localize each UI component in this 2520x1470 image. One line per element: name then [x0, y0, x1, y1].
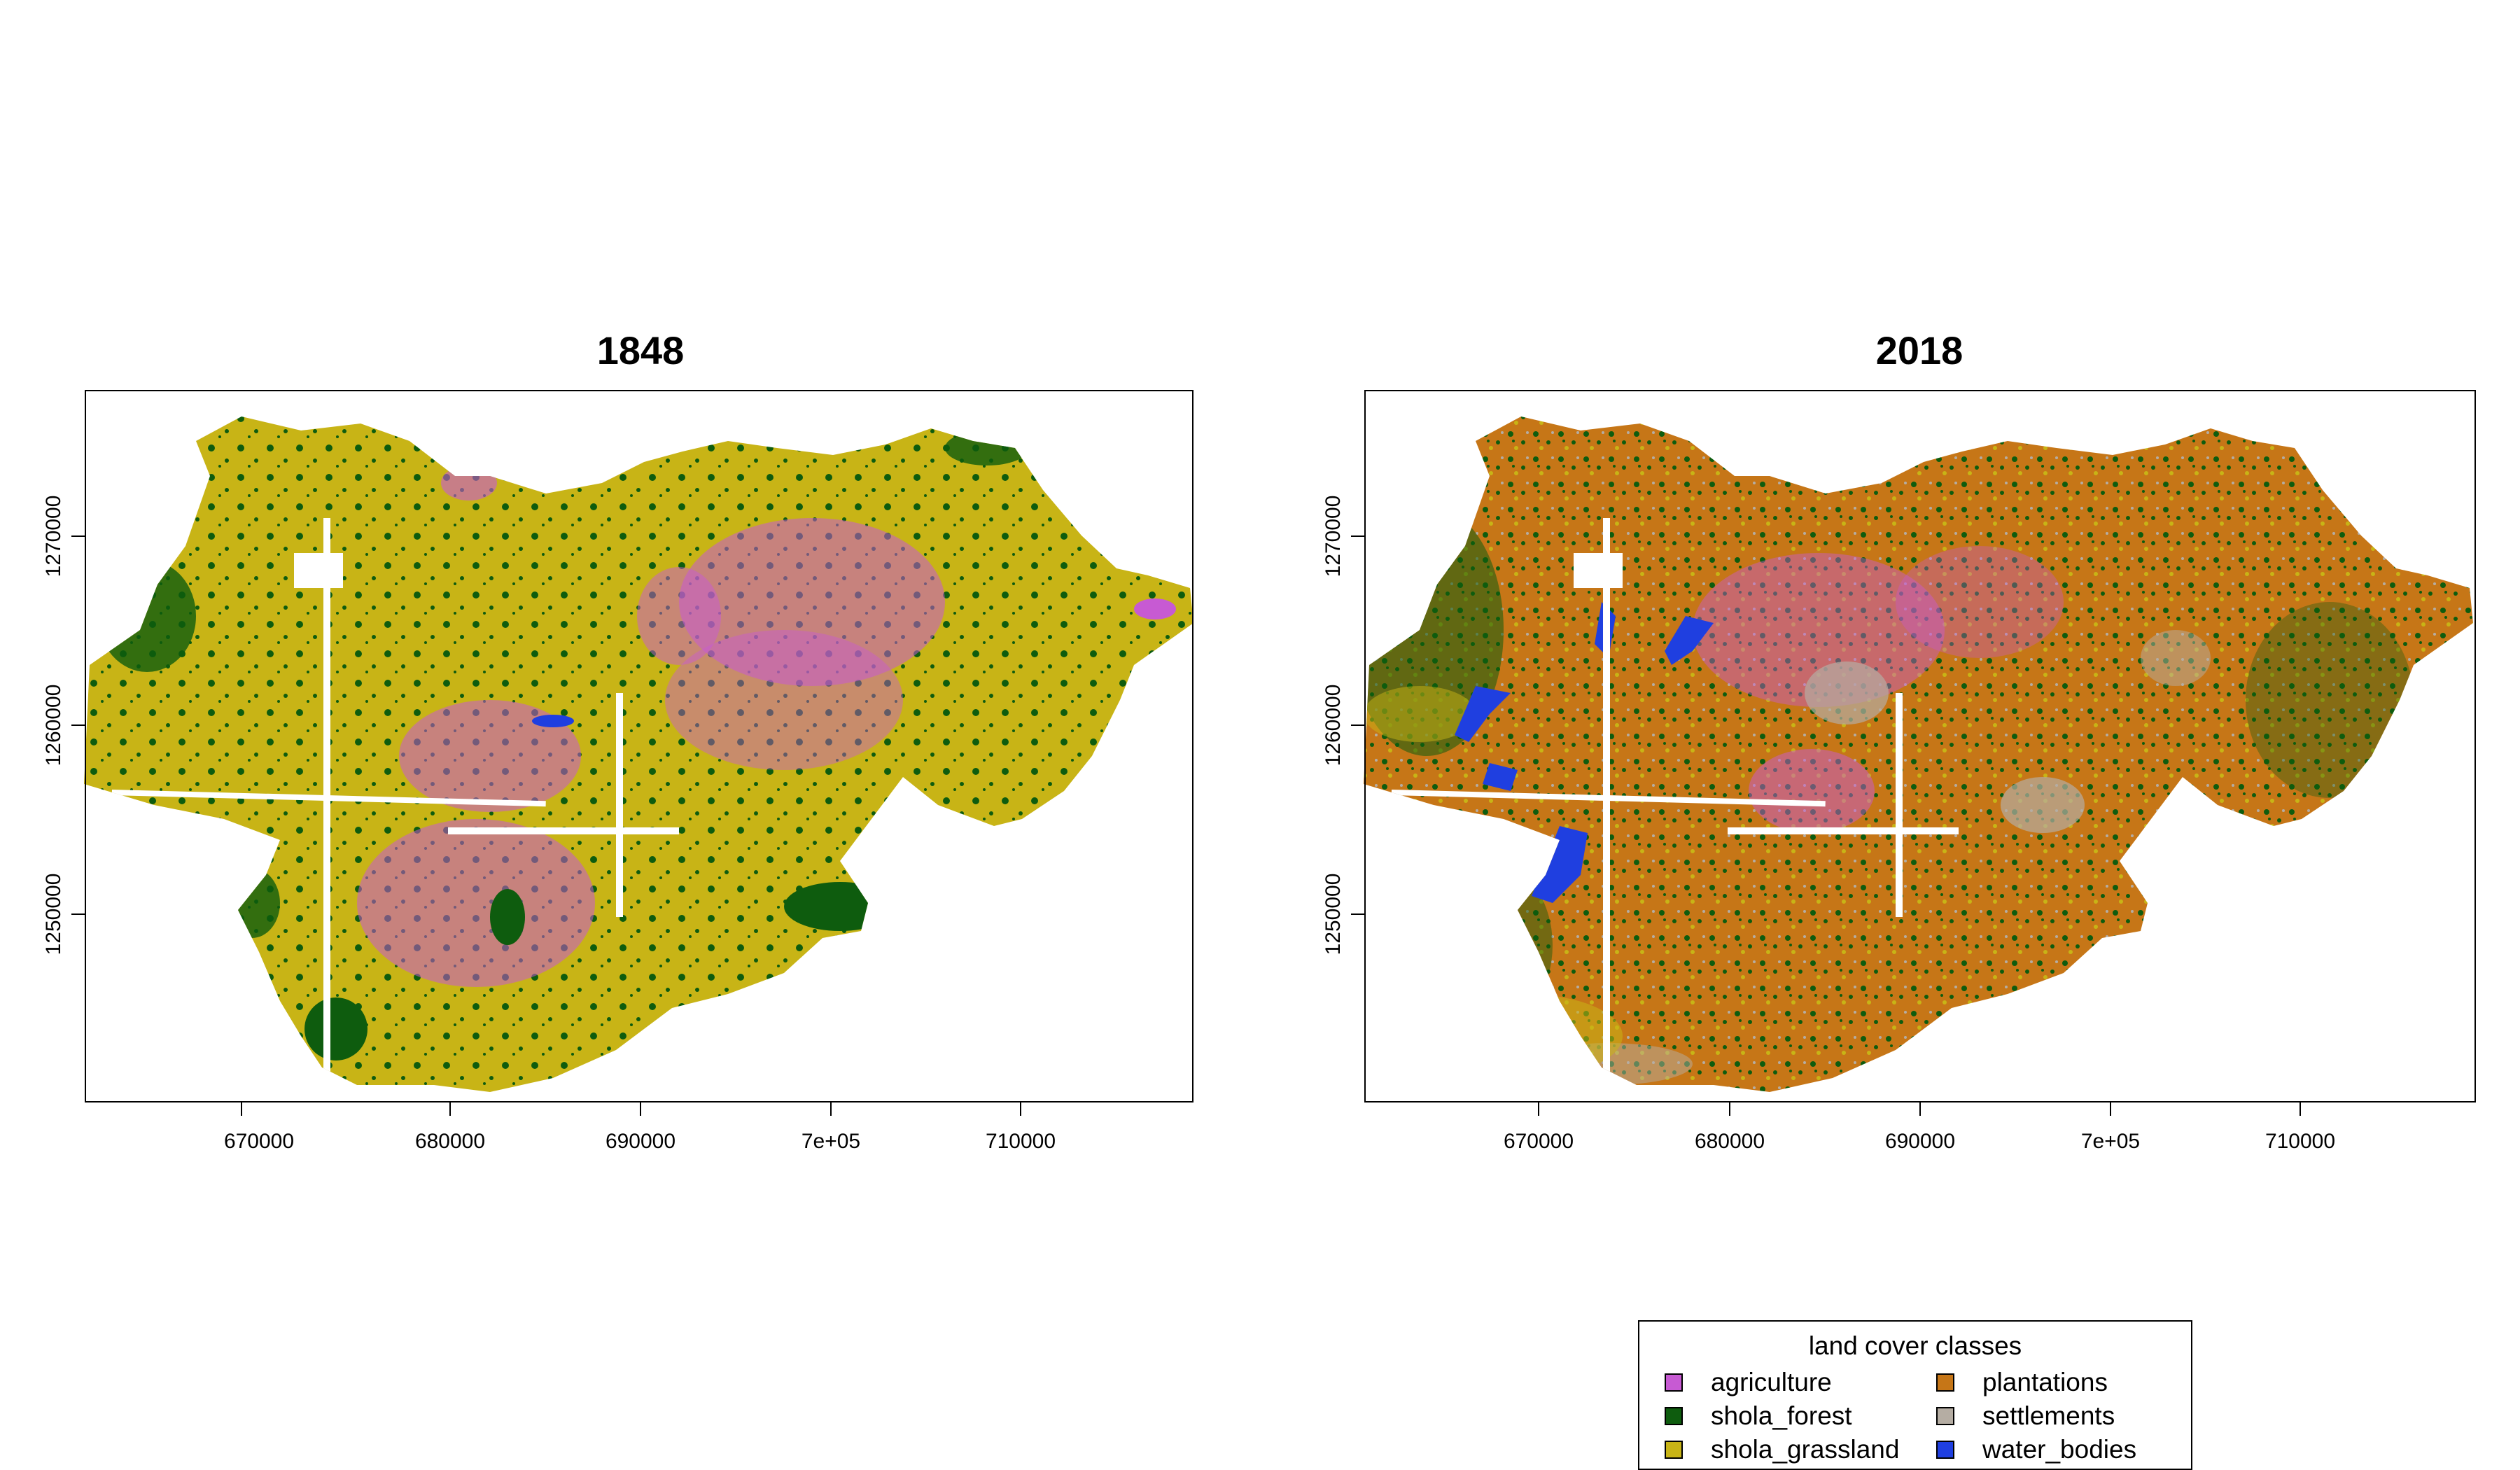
- x-tick-label: 7e+05: [2081, 1130, 2140, 1153]
- x-tick-label: 670000: [1504, 1130, 1574, 1153]
- legend-label: settlements: [1982, 1401, 2115, 1430]
- land-cover-raster: [1364, 416, 2473, 1092]
- y-tick-label: 1260000: [1322, 685, 1345, 766]
- plot-frame: [85, 390, 1194, 1102]
- y-tick-label: 1270000: [1322, 496, 1345, 578]
- x-tick-label: 680000: [415, 1130, 485, 1153]
- map-panel-2018: 2018: [1322, 328, 2476, 1153]
- legend-swatch: [1665, 1441, 1683, 1459]
- x-tick-label: 710000: [2265, 1130, 2335, 1153]
- legend-swatch: [1936, 1373, 1954, 1392]
- map-title: 1848: [597, 328, 685, 372]
- legend-label: water_bodies: [1982, 1435, 2137, 1464]
- x-axis: 670000 680000 690000 7e+05 710000: [1504, 1102, 2335, 1153]
- legend-item-plantations: plantations: [1936, 1368, 2108, 1397]
- y-tick-label: 1270000: [42, 496, 65, 578]
- legend-swatch: [1936, 1407, 1954, 1425]
- x-tick-label: 7e+05: [802, 1130, 860, 1153]
- legend-item-agriculture: agriculture: [1665, 1368, 1832, 1397]
- legend-label: plantations: [1982, 1368, 2108, 1396]
- legend-item-settlements: settlements: [1936, 1401, 2115, 1431]
- x-axis: 670000 680000 690000 7e+05 710000: [224, 1102, 1056, 1153]
- x-tick-label: 680000: [1695, 1130, 1765, 1153]
- legend-swatch: [1936, 1441, 1954, 1459]
- map-panel-1848: 1848: [42, 328, 1194, 1153]
- y-tick-label: 1260000: [42, 685, 65, 766]
- legend-item-shola-forest: shola_forest: [1665, 1401, 1852, 1431]
- x-tick-label: 710000: [986, 1130, 1056, 1153]
- legend-swatch: [1665, 1407, 1683, 1425]
- y-axis: 1250000 1260000 1270000: [42, 496, 85, 955]
- y-tick-label: 1250000: [1322, 874, 1345, 955]
- x-tick-label: 690000: [1885, 1130, 1955, 1153]
- legend-label: agriculture: [1711, 1368, 1832, 1396]
- legend-label: shola_grassland: [1711, 1435, 1900, 1464]
- legend-title: land cover classes: [1808, 1331, 2022, 1360]
- y-tick-label: 1250000: [42, 874, 65, 955]
- x-tick-label: 690000: [606, 1130, 676, 1153]
- land-cover-raster: [84, 416, 1194, 1092]
- y-axis: 1250000 1260000 1270000: [1322, 496, 1365, 955]
- x-tick-label: 670000: [224, 1130, 294, 1153]
- legend-item-shola-grassland: shola_grassland: [1665, 1435, 1899, 1464]
- legend-swatch: [1665, 1373, 1683, 1392]
- legend-label: shola_forest: [1711, 1401, 1852, 1430]
- map-title: 2018: [1876, 328, 1963, 372]
- legend-item-water-bodies: water_bodies: [1936, 1435, 2136, 1464]
- legend: land cover classes agriculture shola_for…: [1638, 1320, 2192, 1470]
